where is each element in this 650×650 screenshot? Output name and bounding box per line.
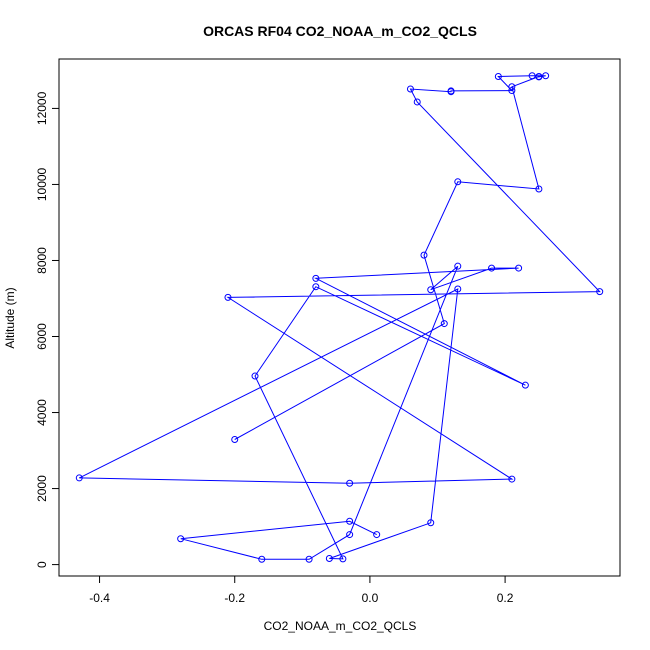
data-point bbox=[251, 372, 259, 380]
data-point bbox=[596, 288, 604, 296]
data-point bbox=[373, 531, 381, 539]
data-point bbox=[420, 251, 428, 259]
series-layer bbox=[75, 72, 604, 563]
data-point bbox=[528, 72, 536, 80]
data-point bbox=[312, 283, 320, 291]
data-point bbox=[224, 293, 232, 301]
series-line bbox=[79, 75, 601, 560]
data-point bbox=[535, 185, 543, 193]
data-point bbox=[312, 274, 320, 282]
data-point bbox=[440, 320, 448, 328]
x-tick-label: 0.2 bbox=[497, 591, 514, 605]
chart-title: ORCAS RF04 CO2_NOAA_m_CO2_QCLS bbox=[203, 23, 477, 39]
data-point bbox=[521, 381, 529, 389]
data-point bbox=[427, 519, 435, 527]
data-point bbox=[346, 531, 354, 539]
data-point bbox=[325, 555, 333, 563]
y-tick-label: 4000 bbox=[35, 399, 49, 426]
data-point bbox=[427, 286, 435, 294]
data-point bbox=[454, 178, 462, 186]
data-point bbox=[515, 264, 523, 272]
y-tick-label: 8000 bbox=[35, 247, 49, 274]
x-axis: -0.4 -0.2 0.0 0.2 bbox=[89, 575, 514, 605]
data-point bbox=[542, 72, 550, 80]
data-point bbox=[346, 517, 354, 525]
data-point bbox=[454, 285, 462, 293]
y-tick-label: 0 bbox=[35, 561, 49, 568]
data-point bbox=[258, 555, 266, 563]
data-point bbox=[177, 535, 185, 543]
data-point bbox=[346, 479, 354, 487]
data-point bbox=[494, 72, 502, 80]
data-point bbox=[413, 98, 421, 106]
data-point bbox=[535, 72, 543, 80]
data-point bbox=[305, 555, 313, 563]
y-axis: 0 2000 4000 6000 8000 10000 12000 bbox=[35, 91, 60, 568]
data-point bbox=[447, 87, 455, 95]
x-tick-label: -0.4 bbox=[89, 591, 110, 605]
y-tick-label: 10000 bbox=[35, 167, 49, 201]
x-tick-label: -0.2 bbox=[224, 591, 245, 605]
plot-area bbox=[58, 58, 621, 577]
data-point bbox=[231, 436, 239, 444]
data-point bbox=[508, 475, 516, 483]
y-axis-label: Altitude (m) bbox=[3, 287, 17, 348]
data-point bbox=[339, 555, 347, 563]
y-tick-label: 2000 bbox=[35, 475, 49, 502]
data-point bbox=[454, 262, 462, 270]
x-tick-label: 0.0 bbox=[362, 591, 379, 605]
data-point bbox=[406, 85, 414, 93]
data-point bbox=[75, 474, 83, 482]
y-tick-label: 12000 bbox=[35, 91, 49, 125]
y-tick-label: 6000 bbox=[35, 323, 49, 350]
x-axis-label: CO2_NOAA_m_CO2_QCLS bbox=[264, 619, 417, 633]
data-point bbox=[488, 264, 496, 272]
data-point bbox=[508, 87, 516, 95]
data-point bbox=[508, 83, 516, 91]
